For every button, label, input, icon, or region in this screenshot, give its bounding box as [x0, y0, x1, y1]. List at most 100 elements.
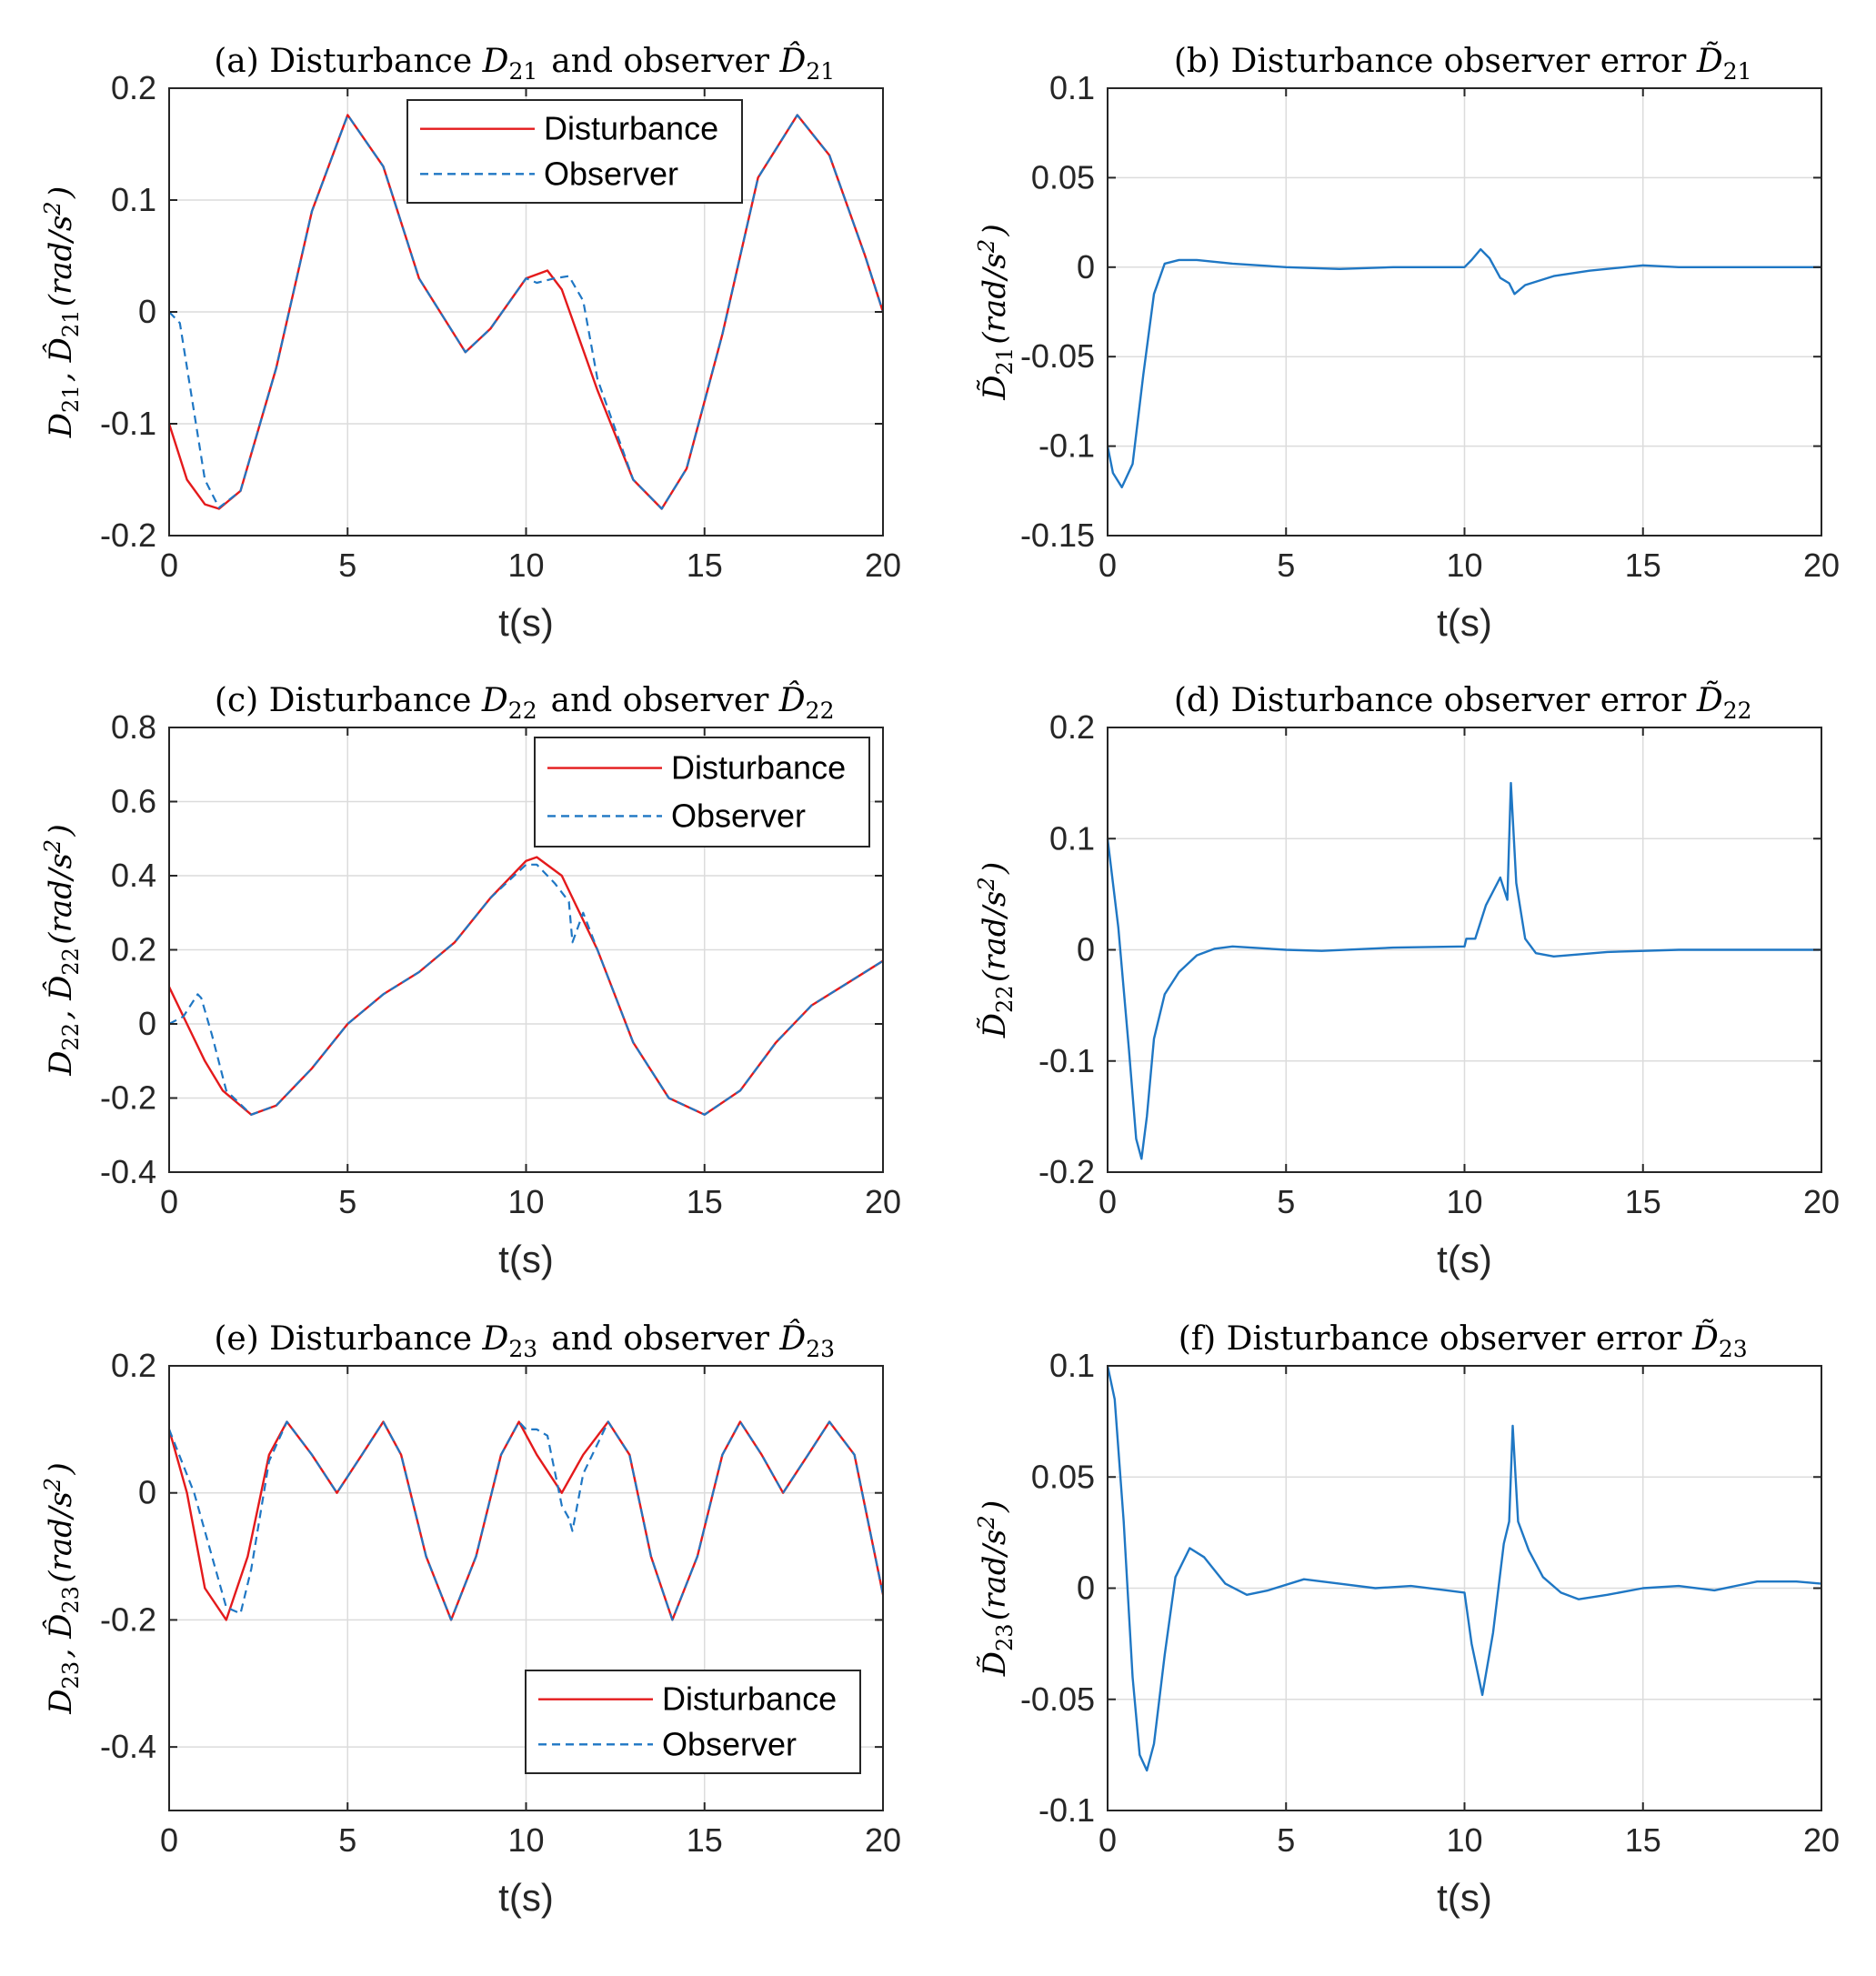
- x-tick-label: 0: [1099, 547, 1117, 584]
- x-tick-label: 15: [1625, 1183, 1661, 1220]
- y-tick-label: -0.2: [100, 1079, 156, 1117]
- x-tick-label: 10: [507, 1821, 544, 1859]
- x-tick-label: 5: [1277, 547, 1295, 584]
- series-line-error: [1106, 247, 1821, 489]
- legend: Disturbance Observer: [534, 737, 870, 848]
- legend-box: [525, 1670, 861, 1774]
- x-tick-label: 15: [687, 547, 723, 584]
- y-axis-label: D̃22 (rad/s2 ): [974, 862, 1018, 1039]
- x-axis-label: t(s): [1437, 601, 1492, 644]
- legend: Disturbance Observer: [525, 1670, 861, 1774]
- y-axis-label: D̃21 (rad/s2 ): [974, 224, 1018, 401]
- chart-title: (b) Disturbance observer error D̃21: [1174, 42, 1755, 85]
- y-tick-label: 0.6: [111, 783, 156, 820]
- x-tick-label: 0: [1099, 1183, 1117, 1220]
- x-tick-label: 5: [1277, 1183, 1295, 1220]
- x-tick-label: 20: [1803, 1183, 1840, 1220]
- x-tick-label: 0: [160, 547, 178, 584]
- x-tick-label: 20: [1803, 547, 1840, 584]
- chart-title: (e) Disturbance D23 and observer D̂23: [214, 1319, 838, 1362]
- x-tick-label: 5: [338, 547, 356, 584]
- x-tick-label: 0: [1099, 1821, 1117, 1859]
- legend-label-disturbance: Disturbance: [544, 110, 718, 147]
- x-axis-label: t(s): [1437, 1876, 1492, 1919]
- grid: [169, 727, 883, 1172]
- y-tick-label: 0.1: [111, 181, 156, 218]
- x-axis-label: t(s): [498, 601, 554, 644]
- panel-d: 0 5 10 15 20 -0.2 -0.1 0 0.1 0.2 t(s) D̃22 (rad/s2 …: [974, 681, 1840, 1280]
- x-tick-label: 20: [865, 1183, 901, 1220]
- y-tick-label: 0.1: [1049, 819, 1095, 857]
- y-tick-label: 0: [138, 1474, 156, 1511]
- y-tick-label: -0.4: [100, 1153, 156, 1190]
- legend-label-observer: Observer: [544, 155, 678, 192]
- y-tick-label: 0: [138, 293, 156, 330]
- legend-box: [534, 737, 870, 848]
- x-tick-label: 10: [1446, 1183, 1482, 1220]
- y-tick-label: -0.4: [100, 1728, 156, 1765]
- y-tick-label: 0: [1077, 248, 1095, 286]
- x-tick-label: 0: [160, 1821, 178, 1859]
- x-tick-label: 20: [865, 547, 901, 584]
- chart-title: (c) Disturbance D22 and observer D̂22: [215, 680, 838, 724]
- series-line-disturbance: [167, 1420, 885, 1621]
- panel-a: 0 5 10 15 20 -0.2 -0.1 0 0.1 0.2 t(s) D21 , D̂21 (r…: [40, 41, 901, 644]
- y-tick-label: 0.2: [111, 931, 156, 968]
- panel-e: 0 5 10 15 20 -0.4 -0.2 0 0.2 t(s) D23 , D̂23 (rad/…: [40, 1319, 901, 1919]
- x-tick-label: 0: [160, 1183, 178, 1220]
- series-line-observer: [168, 114, 885, 510]
- series-line-observer: [168, 863, 884, 1116]
- legend-label-observer: Observer: [671, 797, 806, 834]
- y-tick-label: -0.05: [1020, 1680, 1095, 1718]
- x-tick-label: 10: [1446, 1821, 1482, 1859]
- panel-c: 0 5 10 15 20 -0.4 -0.2 0 0.2 0.4 0.6 0.8 t(s) D22 , D…: [40, 680, 901, 1280]
- x-tick-label: 10: [507, 1183, 544, 1220]
- series-line-observer: [167, 1420, 885, 1621]
- y-axis-label: D21 , D̂21 (rad/s2 ): [40, 186, 84, 438]
- y-tick-label: 0: [1077, 1570, 1095, 1607]
- grid: [1108, 88, 1821, 536]
- x-tick-label: 15: [687, 1183, 723, 1220]
- y-tick-label: -0.1: [1038, 1042, 1095, 1079]
- y-tick-label: 0.2: [111, 69, 156, 106]
- x-tick-label: 20: [1803, 1821, 1840, 1859]
- y-tick-label: 0: [1077, 931, 1095, 968]
- legend-label-observer: Observer: [662, 1725, 797, 1762]
- y-tick-label: -0.2: [100, 1600, 156, 1638]
- x-tick-label: 20: [865, 1821, 901, 1859]
- y-tick-label: -0.05: [1020, 337, 1095, 375]
- x-axis-label: t(s): [1437, 1238, 1492, 1280]
- x-tick-label: 15: [1625, 1821, 1661, 1859]
- x-tick-label: 10: [1446, 547, 1482, 584]
- y-axis-label: D̃23 (rad/s2 ): [974, 1500, 1018, 1678]
- x-tick-label: 5: [1277, 1821, 1295, 1859]
- y-tick-label: 0.4: [111, 857, 156, 894]
- x-axis-label: t(s): [498, 1238, 554, 1280]
- y-axis-label: D22 , D̂22 (rad/s2 ): [40, 824, 84, 1076]
- y-tick-label: -0.1: [1038, 427, 1095, 465]
- x-tick-label: 15: [687, 1821, 723, 1859]
- legend: Disturbance Observer: [406, 99, 743, 204]
- legend-box: [406, 99, 743, 204]
- y-tick-label: 0.8: [111, 708, 156, 746]
- x-tick-label: 15: [1625, 547, 1661, 584]
- y-tick-label: -0.2: [1038, 1153, 1095, 1190]
- grid: [1108, 1366, 1821, 1810]
- y-axis-label: D23 , D̂23 (rad/s2 ): [40, 1462, 84, 1714]
- series-line-error: [1106, 1365, 1822, 1772]
- chart-title: (a) Disturbance D21 and observer D̂21: [214, 41, 838, 85]
- chart-title: (f) Disturbance observer error D̃23: [1179, 1319, 1751, 1362]
- y-tick-label: -0.1: [1038, 1791, 1095, 1829]
- y-tick-label: 0.05: [1031, 1458, 1095, 1495]
- y-tick-label: -0.1: [100, 405, 156, 442]
- y-tick-label: 0.1: [1049, 69, 1095, 106]
- y-tick-label: 0.2: [1049, 708, 1095, 746]
- panel-b: 0 5 10 15 20 -0.15 -0.1 -0.05 0 0.05 0.1 t(s) D̃21 (…: [974, 42, 1840, 644]
- y-tick-label: 0: [138, 1005, 156, 1042]
- x-tick-label: 5: [338, 1183, 356, 1220]
- chart-title: (d) Disturbance observer error D̃22: [1174, 681, 1755, 724]
- y-tick-label: 0.05: [1031, 158, 1095, 196]
- legend-label-disturbance: Disturbance: [671, 749, 846, 787]
- x-tick-label: 5: [338, 1821, 356, 1859]
